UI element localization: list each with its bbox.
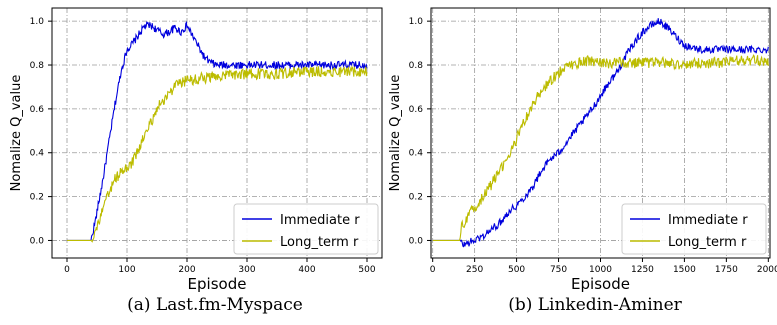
y-tick-label: 0.0	[30, 236, 45, 246]
x-tick-label: 250	[466, 265, 483, 275]
x-tick-label: 0	[430, 265, 436, 275]
x-tick-label: 500	[358, 265, 375, 275]
y-tick-label: 0.6	[30, 105, 45, 115]
x-tick-label: 200	[178, 265, 195, 275]
plot-frame	[51, 7, 383, 259]
series-line-immediate-r	[67, 20, 368, 242]
legend-label: Long_term r	[668, 235, 747, 250]
x-tick-label: 0	[64, 265, 70, 275]
x-tick-label: 1500	[673, 265, 696, 275]
y-tick-label: 0.4	[30, 149, 45, 159]
x-axis-label: Episode	[571, 275, 630, 293]
y-axis-label: Nomalize Q_value	[9, 75, 24, 192]
x-tick-label: 500	[508, 265, 525, 275]
y-tick-label: 0.0	[409, 236, 424, 246]
y-tick-label: 0.2	[30, 193, 44, 203]
y-tick-label: 1.0	[30, 17, 45, 27]
y-tick-label: 0.8	[409, 61, 424, 71]
y-tick-label: 0.4	[409, 149, 424, 159]
legend-label: Long_term r	[280, 235, 359, 250]
y-tick-label: 1.0	[409, 17, 424, 27]
x-tick-label: 400	[298, 265, 315, 275]
series-line-long-term-r	[67, 65, 368, 243]
y-tick-label: 0.6	[409, 105, 424, 115]
caption-b: (b) Linkedin-Aminer	[508, 295, 682, 315]
chart-last-fm-myspace: 0 100 200 300 400 500 0.0 0.2 0.4 0.6 0.8 1.0 Episod…	[9, 7, 383, 293]
x-tick-label: 100	[118, 265, 135, 275]
series-line-immediate-r	[432, 18, 769, 248]
x-tick-label: 750	[550, 265, 567, 275]
legend-label: Immediate r	[280, 213, 360, 228]
caption-a: (a) Last.fm-Myspace	[127, 295, 303, 315]
x-axis-label: Episode	[188, 275, 247, 293]
y-tick-label: 0.8	[30, 61, 45, 71]
series-line-long-term-r	[432, 54, 769, 242]
x-tick-label: 1000	[589, 265, 612, 275]
legend-label: Immediate r	[668, 213, 748, 228]
x-tick-label: 300	[238, 265, 255, 275]
chart-linkedin-aminer: 0 250 500 750 1000 1250 1500 1750 2000 0.0 0.2 0.4 0…	[388, 7, 777, 293]
y-tick-label: 0.2	[409, 193, 423, 203]
y-axis-label: Nomalize Q_value	[388, 75, 403, 192]
x-tick-label: 1750	[715, 265, 738, 275]
x-tick-label: 1250	[631, 265, 654, 275]
x-tick-label: 2000	[757, 265, 777, 275]
